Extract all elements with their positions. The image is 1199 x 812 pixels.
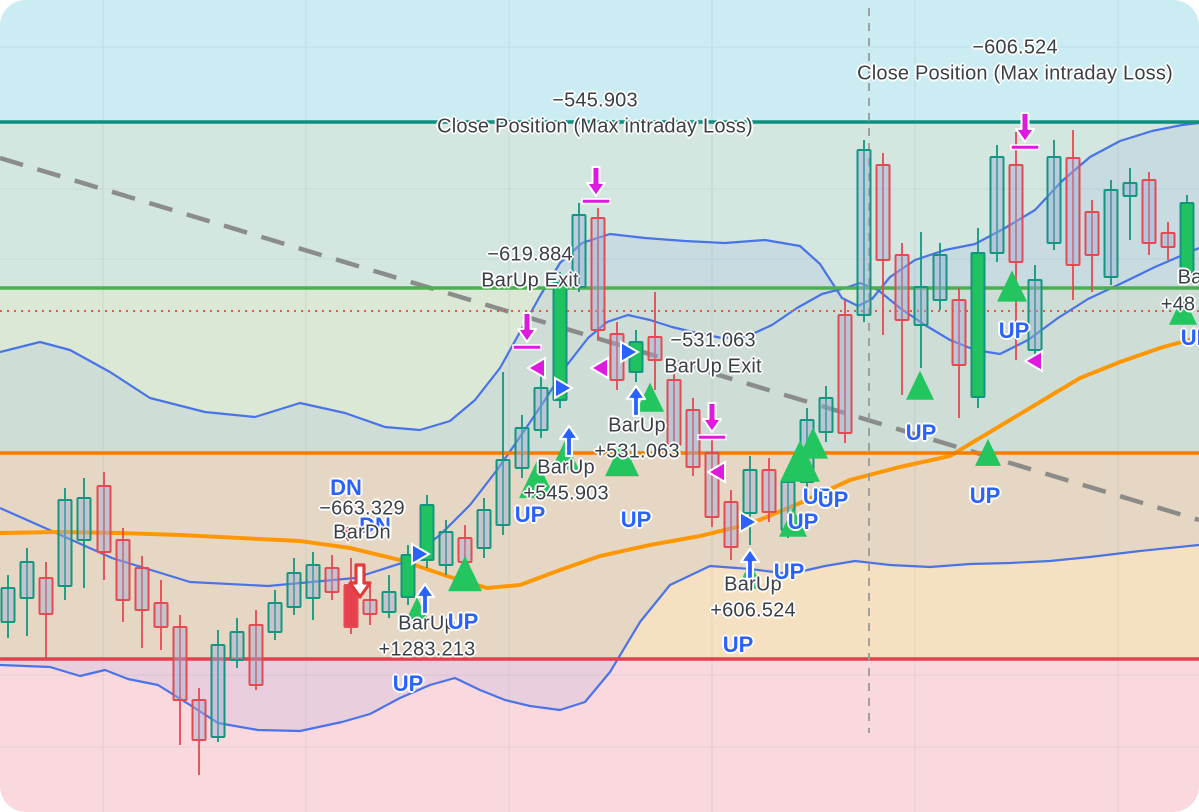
candle-body — [723, 501, 739, 548]
candle-body — [19, 561, 35, 599]
buy-signal-triangle-icon — [779, 507, 807, 537]
candle-body — [1103, 189, 1119, 278]
candle-body — [514, 427, 530, 469]
long-entry-arrow-up-icon — [414, 582, 436, 616]
candle-body — [1160, 232, 1176, 248]
candle-body — [761, 469, 777, 513]
band-line-upper — [0, 121, 1199, 432]
close-position-arrow-icon — [702, 402, 722, 433]
entry-right-triangle-icon — [620, 340, 640, 364]
candle-body — [305, 564, 321, 599]
exit-left-triangle-icon — [589, 356, 609, 380]
candle-body — [267, 602, 283, 633]
candle-body — [191, 699, 207, 741]
candle-body — [229, 631, 245, 661]
close-position-arrow-icon — [1015, 112, 1035, 143]
candle-body — [837, 314, 853, 434]
long-entry-arrow-up-icon — [739, 547, 761, 581]
candle-body — [552, 282, 568, 401]
candle-body — [381, 591, 397, 613]
candle-body — [495, 459, 511, 526]
candle-body — [0, 587, 16, 623]
entry-right-triangle-icon — [739, 510, 759, 534]
candle-body — [476, 509, 492, 549]
buy-signal-triangle-icon — [519, 460, 555, 499]
candle-body — [742, 469, 758, 514]
buy-signal-triangle-icon — [780, 440, 820, 482]
candle-body — [419, 504, 435, 561]
candle-body — [153, 602, 169, 628]
candle-body — [362, 599, 378, 615]
candle-body — [438, 531, 454, 566]
candle-body — [875, 164, 891, 261]
candle-body — [533, 387, 549, 431]
candle-body — [571, 214, 587, 288]
candle-body — [38, 577, 54, 615]
candle-body — [172, 626, 188, 701]
entry-right-triangle-icon — [554, 376, 574, 400]
candle-body — [1141, 179, 1157, 244]
candle-body — [666, 379, 682, 446]
candle-body — [76, 497, 92, 541]
close-position-bar-icon — [512, 344, 542, 351]
exit-left-triangle-icon — [526, 356, 546, 380]
candle-body — [210, 644, 226, 738]
candle-body — [324, 567, 340, 593]
close-position-bar-icon — [697, 434, 727, 441]
buy-signal-triangle-icon — [798, 427, 828, 459]
buy-signal-triangle-icon — [906, 370, 934, 400]
band-line-lower — [0, 543, 1199, 733]
candle-body — [1046, 156, 1062, 244]
candle-body — [951, 299, 967, 366]
candle-body — [1065, 157, 1081, 266]
buy-signal-triangle-icon — [1169, 295, 1197, 325]
candle-body — [96, 485, 112, 553]
sell-signal-triangle-icon — [335, 525, 361, 545]
buy-signal-triangle-icon — [605, 440, 639, 477]
candle-body — [818, 397, 834, 433]
close-position-bar-icon — [581, 198, 611, 205]
teal-zone — [0, 122, 1199, 288]
candle-body — [134, 567, 150, 611]
short-entry-arrow-down-icon — [348, 563, 372, 599]
buy-signal-triangle-icon — [975, 438, 1001, 466]
buy-signal-triangle-icon — [636, 382, 664, 412]
candle-body — [647, 336, 663, 361]
trend-dashed-line — [0, 155, 1199, 523]
candle-body — [932, 254, 948, 301]
candle-body — [590, 217, 606, 331]
entry-right-triangle-icon — [411, 542, 431, 566]
candle-body — [248, 624, 264, 686]
candle-body — [57, 499, 73, 587]
long-entry-arrow-up-icon — [558, 424, 580, 458]
candle-body — [1179, 202, 1195, 274]
exit-left-triangle-icon — [706, 460, 726, 484]
candle-body — [286, 572, 302, 608]
candle-body — [970, 252, 986, 398]
candle-body — [1008, 164, 1024, 263]
candle-body — [1027, 279, 1043, 351]
candle-body — [856, 149, 872, 316]
close-position-arrow-icon — [517, 312, 537, 343]
buy-signal-triangle-icon — [997, 270, 1027, 302]
close-position-arrow-icon — [586, 166, 606, 197]
upper-cyan-zone — [0, 0, 1199, 122]
moving-average-line — [0, 335, 1199, 591]
candle-body — [913, 286, 929, 326]
long-entry-arrow-up-icon — [625, 384, 647, 418]
candle-body — [894, 254, 910, 321]
candle-body — [115, 539, 131, 601]
candle-body — [1084, 211, 1100, 256]
candle-body — [989, 156, 1005, 254]
close-position-bar-icon — [1010, 144, 1040, 151]
candle-body — [704, 452, 720, 518]
candle-body — [1122, 182, 1138, 197]
exit-left-triangle-icon — [1023, 349, 1043, 373]
buy-signal-triangle-icon — [448, 555, 482, 592]
